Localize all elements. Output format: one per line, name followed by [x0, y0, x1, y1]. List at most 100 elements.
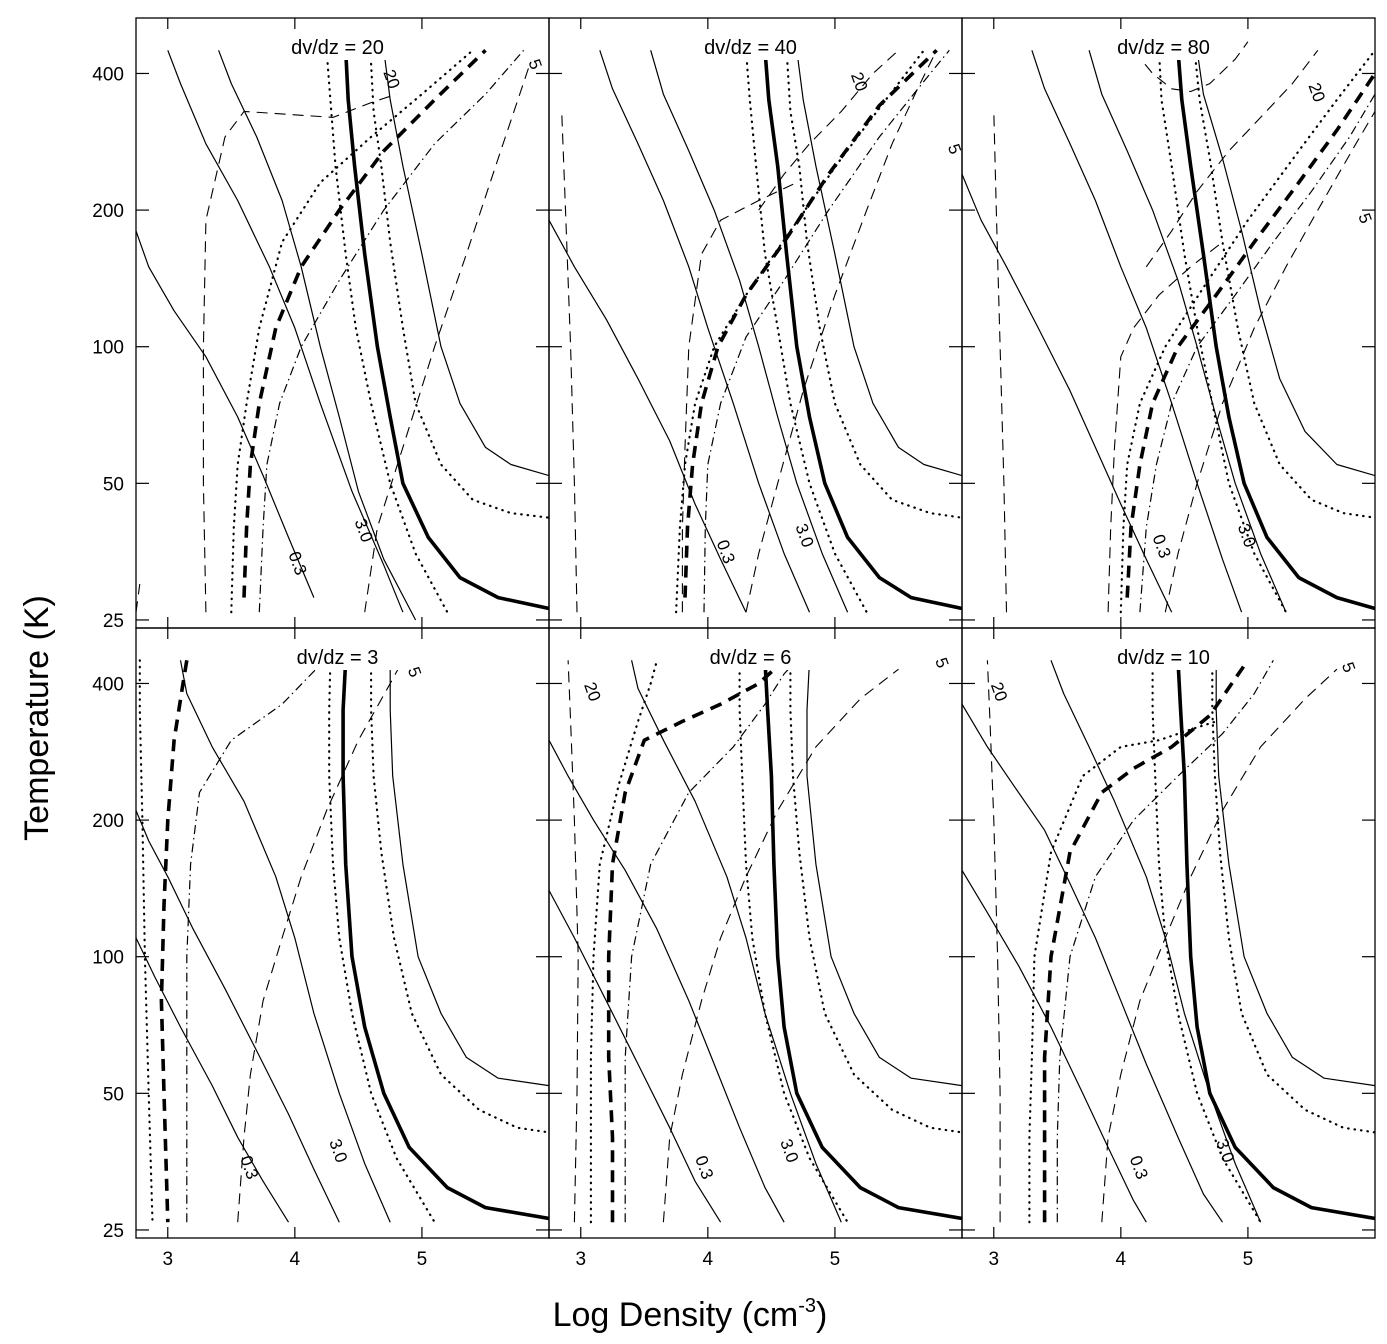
contour-thin-2 [962, 869, 1147, 1223]
contour-thickdash-9 [606, 658, 786, 1223]
contour-thin-1 [167, 50, 404, 613]
contour-thickdash-9 [1042, 659, 1250, 1223]
contour-dashdot-10 [258, 49, 525, 613]
contour-dashed-11 [993, 111, 1008, 613]
y-tick-label: 25 [103, 1221, 124, 1242]
contour-dotted-7 [789, 659, 962, 1134]
contour-label: 0.3 [284, 549, 310, 578]
panel-title-backing [267, 642, 408, 670]
contour-dashed-11 [202, 93, 397, 613]
contour-label: 3.0 [1234, 521, 1260, 550]
contour-thin-4 [806, 660, 962, 1087]
y-tick-label: 100 [92, 338, 124, 359]
y-tick-label: 100 [92, 948, 124, 969]
contour-label: 0.3 [1126, 1153, 1152, 1182]
contour-dotted-7 [370, 659, 549, 1134]
contour-dotted-8 [138, 659, 154, 1224]
contour-thin-2 [599, 50, 811, 613]
contour-thickdash-9 [242, 49, 487, 598]
contour-dotted-8 [230, 49, 474, 614]
x-tick-label: 5 [1243, 1249, 1254, 1270]
contour-dashed-14 [758, 49, 899, 211]
panel-title-backing [1093, 642, 1234, 670]
x-tick-label: 4 [1116, 1249, 1127, 1270]
contour-dotted-6 [325, 49, 449, 614]
contour-dashdot-10 [1056, 660, 1274, 1223]
contour-label: 5 [1338, 660, 1359, 675]
contour-label: 3.0 [776, 1136, 802, 1165]
x-tick-label: 3 [162, 1249, 173, 1270]
contour-dotted-6 [1157, 49, 1288, 614]
contour-thin-2 [136, 937, 290, 1223]
panel-frame [135, 17, 550, 629]
contour-dashed-12 [681, 182, 798, 613]
contour-label: 3.0 [791, 521, 817, 550]
contour-thin-2 [136, 230, 315, 598]
y-axis-title: Temperature (K) [18, 595, 56, 841]
x-tick-label: 5 [417, 1249, 428, 1270]
contour-thin-3 [650, 50, 849, 613]
contour-dashdot-10 [624, 659, 798, 1223]
contour-dashed-11 [986, 660, 1001, 1223]
contour-thickdash-9 [159, 660, 189, 1223]
contour-thin-1 [549, 739, 785, 1223]
contour-dashed-13 [1164, 111, 1375, 613]
contour-label: 0.3 [236, 1153, 262, 1182]
contour-dotted-6 [738, 659, 849, 1224]
panel-title-backing [680, 642, 821, 670]
x-axis-title-text: Log Density (cm [553, 1296, 799, 1334]
contour-label: 0.3 [691, 1153, 717, 1182]
panel-frame [961, 627, 1376, 1239]
y-tick-label: 25 [103, 611, 124, 632]
contour-thin-2 [549, 890, 722, 1223]
contour-thin-4 [796, 50, 962, 477]
contour-dashed-13 [745, 50, 938, 613]
contour-dashed-12 [1107, 241, 1223, 613]
panel-curves [549, 48, 962, 614]
panel-3: 0.3 3.0 20 5 dv/dz = 80 [961, 17, 1376, 629]
contour-dotted-8 [1119, 49, 1375, 614]
y-tick-label: 200 [92, 811, 124, 832]
contour-thin-4 [1196, 50, 1375, 477]
contour-thick-5 [763, 48, 962, 611]
x-axis-title: Log Density (cm-3) [553, 1295, 828, 1334]
y-tick-label: 400 [92, 64, 124, 85]
contour-thin-1 [136, 810, 340, 1223]
panel-title: dv/dz = 3 [297, 647, 379, 669]
x-tick-label: 3 [575, 1249, 586, 1270]
panel-curves [962, 41, 1375, 614]
panel-title-backing [267, 32, 408, 60]
contour-dashdot-10 [186, 659, 327, 1223]
panel-title-backing [1093, 32, 1234, 60]
contour-dashdot-10 [1139, 93, 1375, 613]
panel-title-backing [680, 32, 821, 60]
panel-title: dv/dz = 40 [704, 37, 797, 59]
x-axis-title-close: ) [816, 1296, 827, 1334]
panel-curves [136, 658, 549, 1224]
contour-thin-2 [1031, 50, 1243, 613]
contour-dotted-8 [589, 659, 659, 1224]
contour-thickdash-9 [1125, 72, 1375, 598]
contour-label: 0.3 [1149, 532, 1175, 561]
contour-label: 20 [987, 680, 1011, 704]
contour-dotted-6 [744, 49, 868, 614]
x-axis-title-superscript: -3 [798, 1295, 816, 1317]
panel-curves [549, 658, 962, 1224]
x-tick-label: 4 [290, 1249, 301, 1270]
contour-dotted-6 [328, 659, 436, 1224]
contour-thick-5 [343, 48, 549, 611]
contour-dashed-11 [237, 660, 404, 1223]
panels-layer: 0.3 3.0 20 5 25 50 100 200 400 dv/dz = 20 0.3 3.0 20… [92, 17, 1376, 1270]
contour-thin-3 [631, 660, 842, 1223]
contour-thin-3 [1050, 660, 1262, 1223]
contour-label: 0.3 [713, 537, 739, 566]
contour-thin-3 [218, 50, 417, 621]
y-tick-label: 400 [92, 674, 124, 695]
x-tick-label: 4 [703, 1249, 714, 1270]
panel-title: dv/dz = 20 [291, 37, 384, 59]
